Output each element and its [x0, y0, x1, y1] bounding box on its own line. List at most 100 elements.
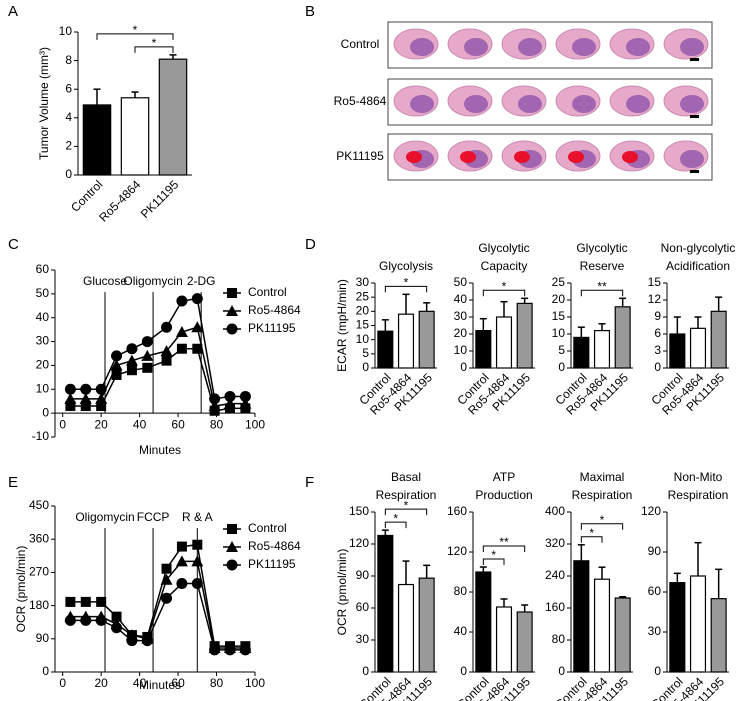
point: [191, 555, 204, 567]
x-tick-label: 80: [210, 676, 224, 690]
event-label: FCCP: [137, 510, 170, 524]
y-tick-label: 270: [29, 565, 49, 579]
y-tick-label: 10: [36, 381, 50, 395]
legend-marker: [226, 323, 238, 335]
panel-letter: F: [305, 474, 314, 491]
slice-stain: [680, 38, 704, 56]
y-tick-label: 0: [65, 167, 72, 181]
chart-title: Glycolytic: [576, 241, 627, 255]
significance-label: **: [597, 279, 607, 293]
y-axis-label: Tumor Volume (mm³): [37, 47, 51, 160]
series-line: [70, 326, 246, 407]
chart-title: Capacity: [481, 259, 528, 273]
chart-title: Reserve: [580, 259, 625, 273]
y-tick-label: 60: [36, 262, 50, 276]
point: [79, 392, 92, 404]
x-axis-label: Minutes: [139, 443, 181, 457]
bar: [397, 313, 415, 369]
x-tick-label: 60: [171, 676, 185, 690]
significance-label: *: [600, 513, 605, 527]
bar: [614, 597, 631, 673]
y-tick-label: 120: [349, 536, 369, 550]
chart-title: Respiration: [376, 488, 437, 502]
y-tick-label: 9: [654, 309, 661, 323]
significance-label: *: [404, 276, 409, 290]
point: [141, 349, 154, 361]
significance-label: *: [404, 498, 409, 512]
point: [160, 573, 173, 585]
y-tick-label: 400: [545, 504, 565, 518]
significance-label: *: [133, 23, 138, 37]
image-frame: [387, 21, 713, 69]
point: [239, 644, 251, 656]
event-label: Oligomycin: [75, 510, 134, 524]
y-tick-label: 30: [36, 334, 50, 348]
significance-bracket: [384, 508, 428, 516]
point: [209, 393, 221, 405]
point: [111, 611, 122, 622]
point: [208, 399, 221, 411]
y-tick-label: 40: [454, 624, 468, 638]
legend-label: PK11195: [248, 321, 296, 335]
legend-label: Ro5-4864: [248, 303, 301, 317]
bar: [689, 327, 707, 369]
panel-letter: A: [8, 3, 18, 20]
y-tick-label: 0: [654, 664, 661, 678]
legend-label: Control: [248, 521, 287, 535]
y-tick-label: 180: [29, 598, 49, 612]
slice-stain: [410, 38, 434, 56]
slice-stain: [464, 38, 488, 56]
point: [64, 614, 76, 626]
bar: [669, 333, 686, 369]
point: [96, 400, 107, 411]
x-tick-label: PK11195: [138, 177, 182, 221]
bar: [669, 582, 686, 673]
point: [125, 354, 138, 366]
x-tick-label: 40: [133, 417, 147, 431]
tumor: [460, 151, 476, 163]
bar: [418, 577, 435, 673]
point: [192, 343, 203, 354]
bar: [475, 330, 492, 369]
point: [175, 326, 188, 338]
panel-letter: B: [305, 3, 315, 20]
y-axis-label: OCR (pmol/min): [14, 546, 28, 633]
y-tick-label: 50: [454, 275, 468, 289]
event-label: Glucose: [83, 274, 127, 288]
y-tick-label: 0: [558, 360, 565, 374]
slice-stain: [680, 95, 704, 113]
chart-title: Glycolysis: [379, 259, 433, 273]
series-line: [70, 543, 246, 647]
panel-letter: C: [8, 236, 19, 253]
bar: [397, 583, 415, 673]
point: [110, 359, 123, 371]
panel-letter: D: [305, 236, 316, 253]
slice-stain: [518, 38, 542, 56]
point: [65, 596, 76, 607]
y-tick-label: 15: [552, 309, 566, 323]
y-tick-label: 450: [29, 498, 49, 512]
event-label: Oligomycin: [123, 274, 182, 288]
scale-bar: [690, 58, 699, 61]
legend-marker: [226, 305, 238, 316]
y-tick-label: 50: [36, 286, 50, 300]
point: [95, 614, 107, 626]
y-tick-label: 160: [545, 600, 565, 614]
point: [161, 563, 172, 574]
slice-stain: [518, 95, 542, 113]
y-tick-label: 5: [362, 346, 369, 360]
point: [191, 321, 204, 333]
point: [95, 392, 108, 404]
point: [239, 397, 252, 409]
y-tick-label: 0: [460, 664, 467, 678]
significance-bracket: [580, 536, 603, 543]
point: [161, 355, 172, 366]
y-tick-label: 120: [641, 504, 661, 518]
point: [111, 622, 123, 634]
y-tick-label: 150: [349, 504, 369, 518]
bar: [614, 306, 631, 369]
y-tick-label: 6: [654, 326, 661, 340]
point: [111, 369, 122, 380]
point: [80, 383, 92, 395]
